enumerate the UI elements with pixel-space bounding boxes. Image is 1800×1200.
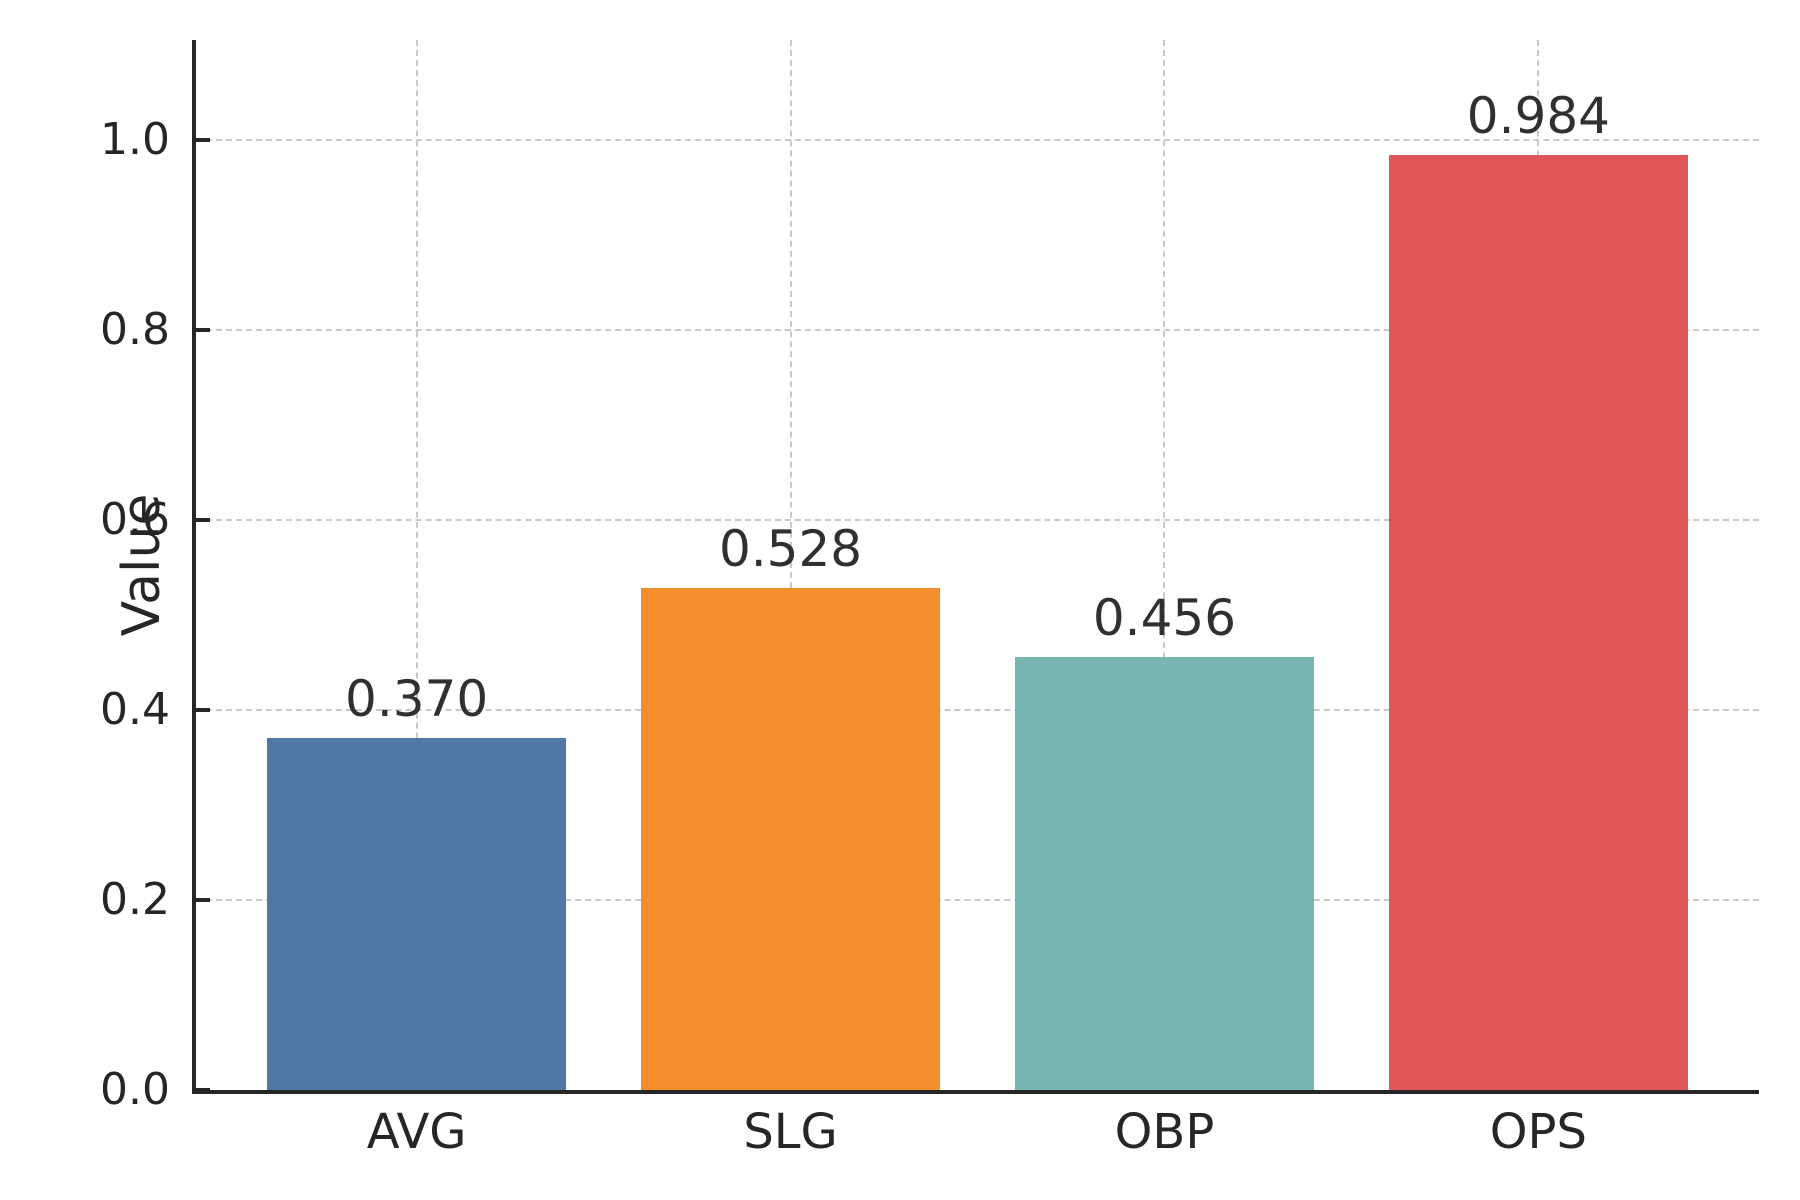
gridline-vertical [415,40,418,1090]
bar-slg [640,588,941,1090]
bar-value-label: 0.984 [1466,86,1610,145]
y-tick-label: 0.8 [100,303,170,355]
y-tick-label: 0.6 [100,493,170,545]
x-tick-label: SLG [743,1104,838,1160]
gridline-horizontal [196,328,1759,331]
bar-obp [1014,656,1315,1090]
bar-ops [1388,154,1688,1090]
y-tick-mark [196,707,210,712]
gridline-horizontal [196,708,1759,711]
y-tick-mark [196,517,210,522]
y-tick-mark [196,327,210,332]
y-tick-mark [196,897,210,902]
gridline-vertical [1163,40,1166,1090]
y-tick-label: 0.4 [100,683,170,735]
x-tick-label: OBP [1114,1104,1215,1160]
gridline-vertical [789,40,792,1090]
y-tick-label: 0.0 [100,1064,170,1115]
bar-value-label: 0.456 [1092,588,1237,647]
gridline-horizontal [196,898,1759,901]
y-tick-mark [196,137,210,142]
gridline-horizontal [196,138,1759,141]
y-tick-mark [196,1088,210,1092]
gridline-horizontal [196,518,1759,521]
bar-value-label: 0.528 [718,520,863,579]
bar-value-label: 0.370 [345,670,489,729]
y-tick-label: 1.0 [100,113,170,165]
x-tick-label: AVG [366,1104,467,1160]
x-tick-label: OPS [1489,1104,1587,1160]
bar-avg [267,738,567,1090]
plot-area: Value 0.0 0.2 0.4 0.6 0.8 1.0 AVG 0.370 SLG 0.528… [100,40,1759,1156]
y-tick-label: 0.2 [100,873,170,925]
